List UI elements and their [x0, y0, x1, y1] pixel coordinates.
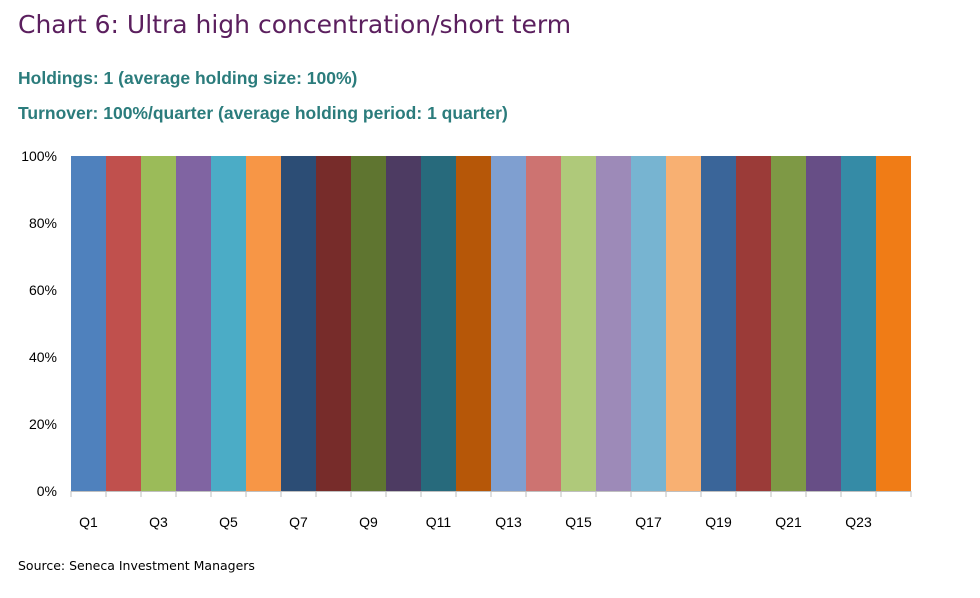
x-tick-label: Q13: [495, 514, 522, 530]
bar-q8: [316, 156, 351, 491]
bars: [71, 156, 911, 491]
turnover-subtitle: Turnover: 100%/quarter (average holding …: [18, 103, 508, 123]
y-tick-label: 0%: [37, 483, 57, 499]
bar-q12: [456, 156, 491, 491]
bar-q19: [701, 156, 736, 491]
bar-q20: [736, 156, 771, 491]
x-tick-label: Q15: [565, 514, 592, 530]
bar-q23: [841, 156, 876, 491]
y-axis-labels: 0% 20% 40% 60% 80% 100%: [21, 148, 57, 499]
bar-q1: [71, 156, 106, 491]
bar-q7: [281, 156, 316, 491]
y-tick-label: 100%: [21, 148, 57, 164]
bar-q21: [771, 156, 806, 491]
x-tick-label: Q11: [426, 514, 452, 530]
x-tick-label: Q19: [705, 514, 732, 530]
x-tick-label: Q21: [775, 514, 802, 530]
bar-q22: [806, 156, 841, 491]
x-axis: [70, 491, 912, 497]
y-tick-label: 20%: [29, 416, 57, 432]
x-tick-label: Q23: [845, 514, 872, 530]
bar-q2: [106, 156, 141, 491]
bar-q5: [211, 156, 246, 491]
x-tick-label: Q7: [289, 514, 308, 530]
bar-q18: [666, 156, 701, 491]
bar-q11: [421, 156, 456, 491]
x-tick-label: Q9: [359, 514, 378, 530]
y-tick-label: 60%: [29, 282, 57, 298]
x-tick-label: Q1: [79, 514, 98, 530]
bar-q24: [876, 156, 911, 491]
bar-q14: [526, 156, 561, 491]
bar-q17: [631, 156, 666, 491]
x-tick-label: Q17: [635, 514, 662, 530]
bar-q3: [141, 156, 176, 491]
x-tick-label: Q3: [149, 514, 168, 530]
bar-q16: [596, 156, 631, 491]
x-axis-labels: Q1 Q3 Q5 Q7 Q9 Q11 Q13 Q15 Q17 Q19 Q21 Q23: [79, 514, 872, 530]
bar-q9: [351, 156, 386, 491]
chart-title: Chart 6: Ultra high concentration/short …: [18, 10, 572, 39]
bar-q4: [176, 156, 211, 491]
bar-q10: [386, 156, 421, 491]
bar-q13: [491, 156, 526, 491]
x-tick-label: Q5: [219, 514, 238, 530]
y-tick-label: 80%: [29, 215, 57, 231]
y-tick-label: 40%: [29, 349, 57, 365]
bar-q6: [246, 156, 281, 491]
source-note: Source: Seneca Investment Managers: [18, 558, 255, 573]
bar-q15: [561, 156, 596, 491]
holdings-subtitle: Holdings: 1 (average holding size: 100%): [18, 68, 358, 88]
